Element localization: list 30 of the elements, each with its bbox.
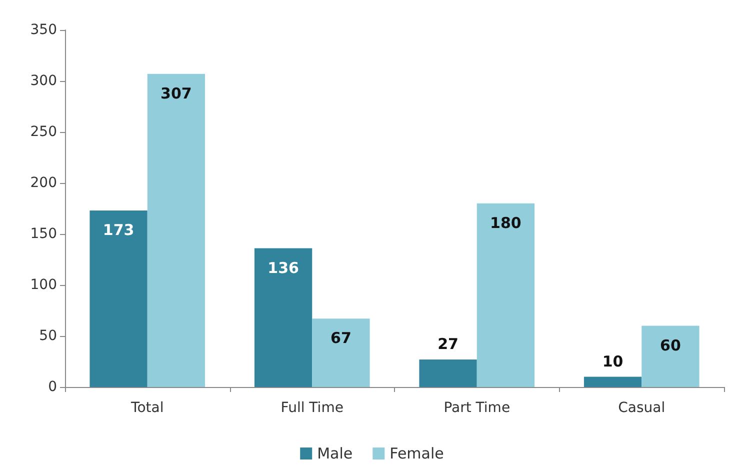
x-tick-label: Total — [130, 400, 164, 416]
data-label: 10 — [602, 352, 624, 370]
bar — [312, 318, 370, 387]
bar — [90, 210, 148, 387]
data-label: 136 — [268, 258, 299, 277]
x-tick-label: Full Time — [280, 400, 344, 416]
legend-label: Female — [390, 444, 444, 462]
y-tick-label: 350 — [30, 22, 57, 38]
y-tick-label: 300 — [30, 73, 57, 89]
x-tick-label: Part Time — [444, 400, 510, 416]
bar — [419, 359, 477, 387]
bar — [642, 326, 700, 387]
data-label: 27 — [438, 334, 458, 353]
y-tick-label: 50 — [39, 328, 57, 344]
x-tick-label: Casual — [618, 400, 666, 416]
bar — [476, 203, 535, 387]
legend-label: Male — [317, 444, 353, 462]
data-label: 67 — [330, 329, 352, 348]
bar — [254, 248, 312, 387]
bar — [584, 376, 642, 387]
data-label: 307 — [160, 84, 192, 102]
data-label: 180 — [490, 214, 522, 232]
bar — [147, 74, 206, 387]
data-label: 173 — [102, 221, 134, 240]
y-tick-label: 0 — [48, 379, 57, 395]
y-tick-label: 250 — [30, 124, 57, 140]
y-tick-label: 150 — [30, 226, 57, 242]
y-tick-label: 200 — [30, 175, 57, 191]
data-label: 60 — [660, 336, 681, 354]
y-tick-label: 100 — [30, 277, 57, 293]
